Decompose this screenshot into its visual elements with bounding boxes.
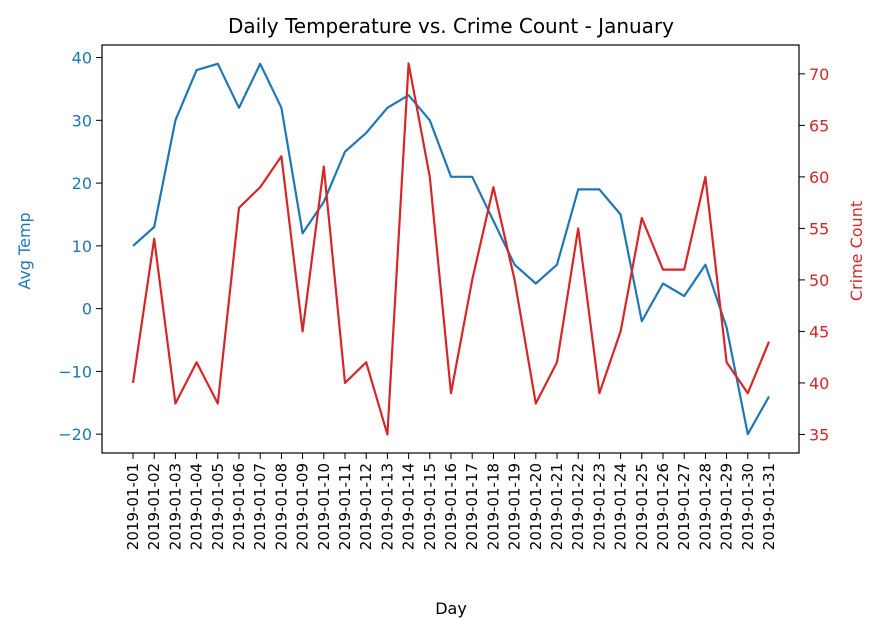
y-right-tick-label: 60	[809, 168, 829, 187]
y-right-tick-label: 40	[809, 374, 829, 393]
x-tick-label: 2019-01-18	[484, 463, 502, 550]
x-tick-label: 2019-01-27	[675, 463, 693, 550]
x-tick-label: 2019-01-09	[294, 463, 312, 550]
y-left-tick-label: 40	[72, 49, 92, 68]
x-tick-label: 2019-01-14	[400, 463, 418, 550]
y-right-tick-label: 55	[809, 219, 829, 238]
x-tick-label: 2019-01-04	[188, 463, 206, 550]
y-left-tick-label: 10	[72, 237, 92, 256]
x-tick-label: 2019-01-17	[463, 463, 481, 550]
y-right-tick-label: 35	[809, 425, 829, 444]
x-tick-label: 2019-01-11	[336, 463, 354, 550]
x-tick-label: 2019-01-29	[718, 463, 736, 550]
y-axis-left-label: Avg Temp	[15, 212, 34, 289]
avg-temp-line	[132, 62, 770, 436]
y-left-tick-label: −20	[58, 425, 92, 444]
x-tick-label: 2019-01-26	[654, 463, 672, 550]
y-left-tick-label: −10	[58, 362, 92, 381]
x-tick-label: 2019-01-25	[633, 463, 651, 550]
x-axis-label: Day	[435, 599, 467, 618]
x-tick-label: 2019-01-06	[230, 463, 248, 550]
x-tick-label: 2019-01-21	[548, 463, 566, 550]
x-tick-label: 2019-01-23	[590, 463, 608, 550]
x-tick-label: 2019-01-05	[209, 463, 227, 550]
x-tick-label: 2019-01-01	[124, 463, 142, 550]
x-tick-label: 2019-01-22	[569, 463, 587, 550]
crime-count-line	[131, 62, 771, 436]
x-tick-label: 2019-01-03	[166, 463, 184, 550]
x-tick-label: 2019-01-19	[506, 463, 524, 550]
plot-area: −20 −10 0 10 20 30 40 35 40 45 50 55 60 65 70 2019-01-0…	[58, 44, 829, 550]
x-tick-label: 2019-01-15	[421, 463, 439, 550]
x-tick-label: 2019-01-31	[760, 463, 778, 550]
x-tick-label: 2019-01-13	[378, 463, 396, 550]
x-tick-label: 2019-01-16	[442, 463, 460, 550]
chart-title: Daily Temperature vs. Crime Count - Janu…	[228, 14, 674, 38]
y-axis-right-label: Crime Count	[847, 201, 866, 301]
x-tick-label: 2019-01-08	[272, 463, 290, 550]
y-right-tick-label: 65	[809, 116, 829, 135]
y-right-tick-label: 50	[809, 271, 829, 290]
y-right-tick-label: 45	[809, 322, 829, 341]
x-tick-label: 2019-01-28	[696, 463, 714, 550]
x-tick-label: 2019-01-30	[739, 463, 757, 550]
x-tick-label: 2019-01-12	[357, 463, 375, 550]
x-tick-label: 2019-01-02	[145, 463, 163, 550]
y-left-tick-label: 20	[72, 174, 92, 193]
x-tick-label: 2019-01-07	[251, 463, 269, 550]
x-tick-label: 2019-01-20	[527, 463, 545, 550]
x-tick-label: 2019-01-24	[612, 463, 630, 550]
y-left-tick-label: 30	[72, 111, 92, 130]
y-left-tick-label: 0	[82, 300, 92, 319]
y-right-tick-label: 70	[809, 65, 829, 84]
x-tick-label: 2019-01-10	[315, 463, 333, 550]
